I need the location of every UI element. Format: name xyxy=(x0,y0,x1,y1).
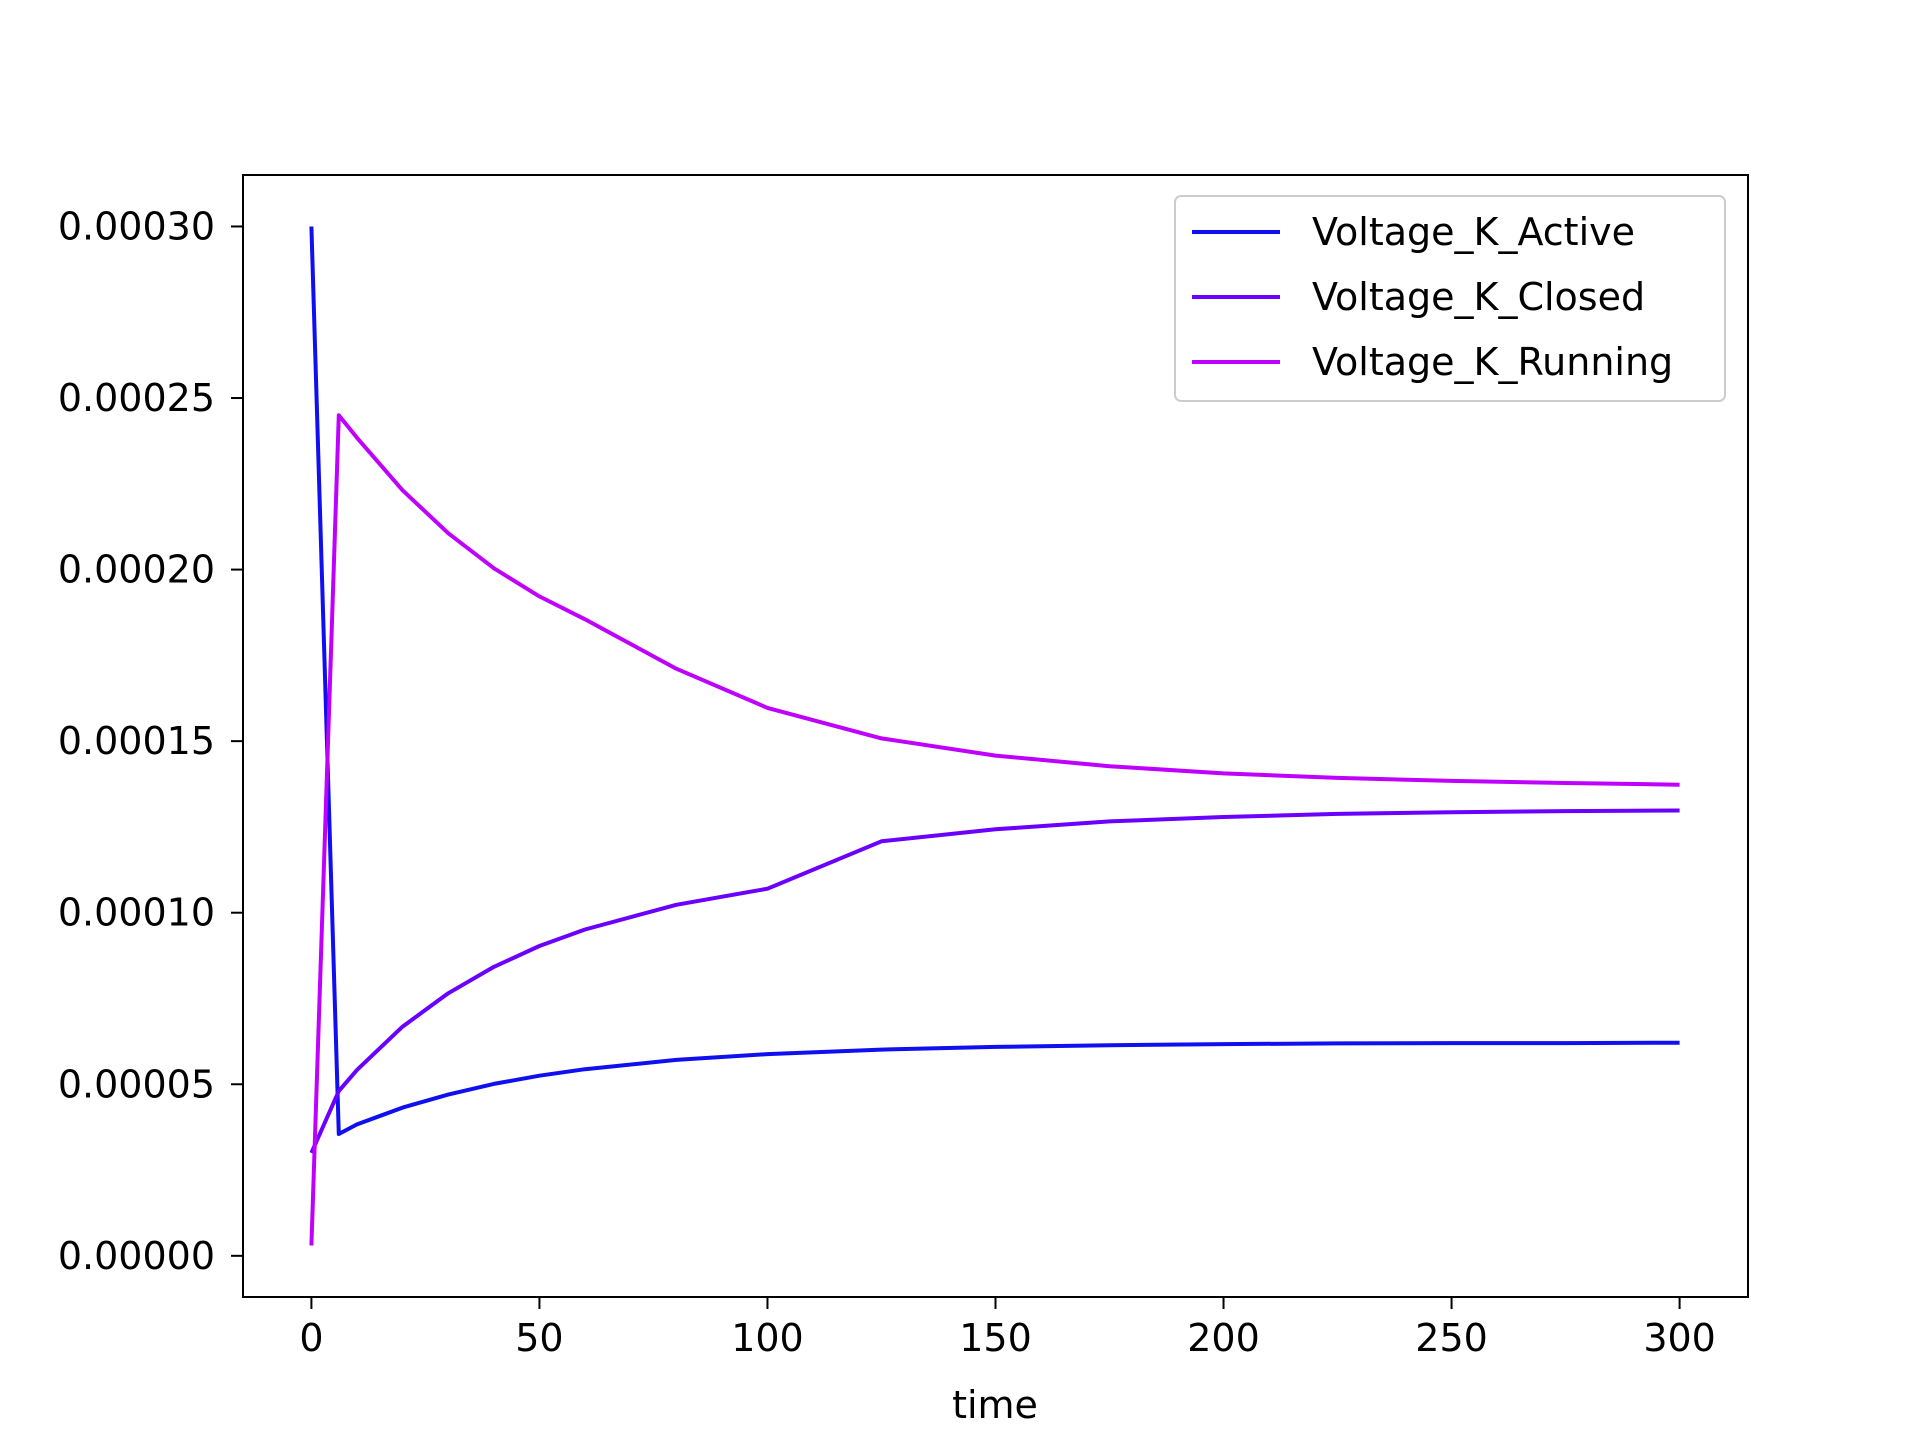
y-tick-label: 0.00000 xyxy=(58,1234,215,1278)
x-tick-label: 50 xyxy=(515,1316,563,1360)
legend-label: Voltage_K_Closed xyxy=(1312,275,1645,319)
y-tick-label: 0.00005 xyxy=(58,1062,215,1106)
y-tick-label: 0.00015 xyxy=(58,719,215,763)
legend-box xyxy=(1174,195,1726,402)
series-line-voltage-k-closed xyxy=(309,808,1680,1154)
series-layer xyxy=(309,226,1680,1246)
x-axis: 0 50 100 150 200 250 300 xyxy=(299,1297,1716,1360)
x-axis-label: time xyxy=(952,1383,1038,1427)
x-tick-label: 100 xyxy=(731,1316,804,1360)
x-tick-label: 300 xyxy=(1643,1316,1716,1360)
x-tick-label: 250 xyxy=(1415,1316,1488,1360)
x-tick-label: 0 xyxy=(299,1316,323,1360)
y-tick-label: 0.00030 xyxy=(58,204,215,248)
series-line-voltage-k-running xyxy=(309,413,1680,1246)
legend: Voltage_K_Active Voltage_K_Closed Voltage_… xyxy=(1174,195,1726,402)
x-tick-label: 150 xyxy=(959,1316,1032,1360)
y-axis: 0.00000 0.00005 0.00010 0.00015 0.00020 0.000… xyxy=(58,204,243,1278)
x-tick-label: 200 xyxy=(1187,1316,1260,1360)
legend-label: Voltage_K_Running xyxy=(1312,340,1673,384)
y-tick-label: 0.00020 xyxy=(58,548,215,592)
legend-label: Voltage_K_Active xyxy=(1312,210,1635,254)
series-line-voltage-k-active xyxy=(309,226,1680,1136)
y-tick-label: 0.00010 xyxy=(58,891,215,935)
y-tick-label: 0.00025 xyxy=(58,376,215,420)
